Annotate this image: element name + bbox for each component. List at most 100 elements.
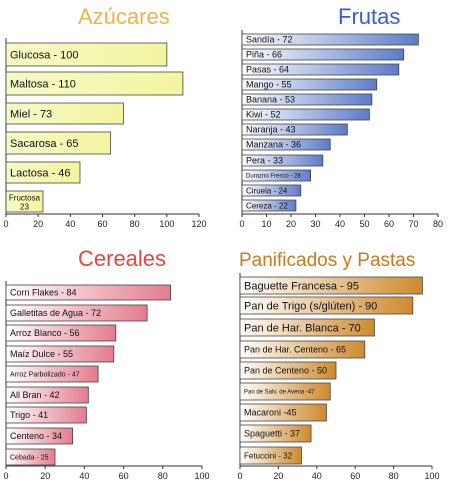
chart-title: Cereales (78, 246, 166, 271)
bar-label: Pan de Har. Blanca - 70 (244, 322, 361, 334)
chart-cereales: Cereales 0 20 40 60 80 100 Corn Flakes - 84 Gall… (3, 246, 209, 481)
bar-label: Pan de Centeno - 50 (244, 366, 327, 376)
bar (5, 102, 124, 125)
bar-label: Sandía - 72 (246, 35, 293, 45)
bar (5, 345, 115, 363)
bar-label: Arroz Parbolizado - 47 (10, 372, 80, 379)
bar-label: Spaguetti - 37 (244, 429, 300, 439)
bar-label: Durazno Fresco - 28 (246, 174, 301, 180)
bar-label: Miel - 73 (10, 108, 52, 120)
x-tick-label: 80 (433, 219, 443, 229)
bar-label: Pan de Trigo (s/glúten) - 90 (244, 300, 377, 312)
x-tick-label: 100 (159, 219, 174, 229)
x-tick-label: 80 (158, 471, 168, 481)
bar (5, 131, 111, 155)
bar (5, 161, 81, 184)
bar (241, 154, 324, 167)
bar-label: Macaroni -45 (244, 408, 297, 418)
chart-title: Azúcares (78, 4, 170, 29)
bar (5, 324, 117, 342)
bar (241, 93, 373, 106)
bar-label: Fetuccini - 32 (244, 451, 293, 460)
bar (239, 296, 414, 315)
bar (241, 184, 302, 197)
bar (241, 138, 331, 151)
bar (239, 276, 423, 295)
x-tick-label: 0 (237, 471, 242, 481)
bar (241, 108, 370, 121)
bar-label: Arroz Blanco - 56 (10, 328, 80, 338)
bar-label: Pasas - 64 (246, 65, 289, 75)
bar (239, 318, 375, 337)
bar-label: Trigo - 41 (10, 410, 48, 420)
x-tick-label: 10 (261, 219, 271, 229)
bar-label: Ciruela - 24 (246, 186, 288, 195)
bar-label: Banana - 53 (246, 95, 295, 105)
bar (5, 42, 168, 67)
x-tick-label: 0 (3, 471, 8, 481)
bar (239, 424, 312, 443)
bar-label: Baguette Francesa - 95 (244, 280, 359, 292)
bar-label: Naranja - 43 (246, 125, 296, 135)
x-tick-label: 80 (389, 471, 399, 481)
bar (241, 199, 297, 212)
bar-label: Centeno - 34 (10, 431, 62, 441)
x-tick-label: 20 (40, 471, 50, 481)
bar-label: Maíz Dulce - 55 (10, 349, 73, 359)
bar (5, 304, 148, 322)
x-tick-label: 50 (359, 219, 369, 229)
x-tick-label: 80 (130, 219, 140, 229)
x-tick-label: 70 (408, 219, 418, 229)
bar (5, 190, 44, 213)
bar (241, 48, 405, 61)
bar (5, 406, 87, 424)
bar (5, 448, 56, 466)
bar-label: Cebada - 25 (10, 455, 49, 462)
x-tick-label: 60 (384, 219, 394, 229)
chart-frutas: Frutas 0 10 20 30 40 50 60 70 80 Sandía - 72 Piña -… (239, 4, 443, 229)
bar (5, 386, 89, 404)
x-tick-label: 40 (65, 219, 75, 229)
x-tick-label: 120 (191, 219, 206, 229)
x-tick-label: 40 (312, 471, 322, 481)
x-tick-label: 0 (239, 219, 244, 229)
x-tick-label: 60 (97, 219, 107, 229)
bar (241, 169, 311, 182)
bar (5, 284, 172, 301)
bar-label: All Bran - 42 (10, 390, 60, 400)
bar (239, 446, 302, 465)
chart-title: Frutas (338, 4, 400, 29)
bar-label: Pan de Salv. de Avena -47 (244, 390, 315, 396)
x-tick-label: 20 (33, 219, 43, 229)
bar-label: Corn Flakes - 84 (10, 288, 77, 298)
bar (241, 123, 348, 136)
x-tick-label: 60 (350, 471, 360, 481)
bar (239, 382, 331, 401)
x-tick-label: 0 (3, 219, 8, 229)
x-tick-label: 100 (194, 471, 209, 481)
bar-label: Pan de Har. Centeno - 65 (244, 345, 346, 355)
bar-label: Sacarosa - 65 (10, 138, 78, 150)
bar (239, 403, 327, 422)
bar (241, 33, 419, 46)
x-tick-label: 100 (424, 471, 439, 481)
x-tick-label: 60 (119, 471, 129, 481)
bar-label: Manzana - 36 (246, 140, 301, 150)
bar-label: Glucosa - 100 (10, 49, 78, 61)
x-tick-label: 20 (273, 471, 283, 481)
bar-label: Maltosa - 110 (10, 78, 76, 90)
x-tick-label: 40 (79, 471, 89, 481)
chart-azucares: Azúcares 0 20 40 60 80 100 120 Glucosa - 100 Malt… (3, 4, 206, 229)
x-tick-label: 20 (286, 219, 296, 229)
bar (5, 427, 74, 445)
bar-label: Galletitas de Agua - 72 (10, 308, 101, 318)
bar (241, 78, 378, 91)
bar (241, 63, 400, 76)
bar (239, 340, 366, 359)
x-tick-label: 40 (335, 219, 345, 229)
chart-title: Panificados y Pastas (239, 250, 415, 271)
x-tick-label: 30 (310, 219, 320, 229)
bar-label: Kiwi - 52 (246, 110, 281, 120)
bar-label: Mango - 55 (246, 80, 292, 90)
bar-label: Fructosa 23 (9, 194, 41, 212)
